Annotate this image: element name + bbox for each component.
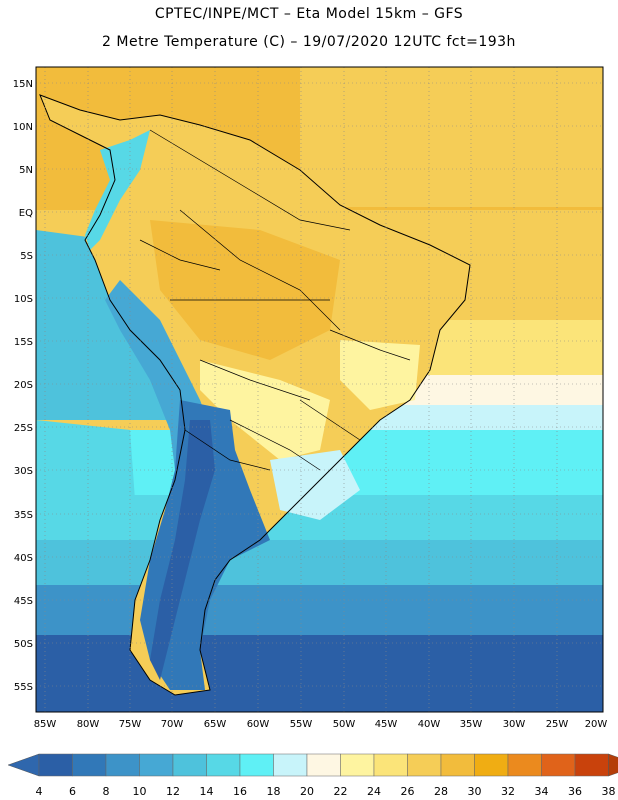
longitude-labels: 85W 80W 75W 70W 65W 60W 55W 50W 45W 40W … xyxy=(34,719,608,730)
colorbar-label: 14 xyxy=(200,785,214,798)
colorbar-label: 28 xyxy=(434,785,448,798)
lon-label: 80W xyxy=(77,719,100,730)
colorbar-labels: 4 6 8 10 12 14 16 18 20 22 24 26 28 30 32 34 36 38 xyxy=(36,785,616,798)
colorbar-label: 32 xyxy=(501,785,515,798)
colorbar-label: 4 xyxy=(36,785,43,798)
lon-label: 50W xyxy=(333,719,356,730)
temperature-colorbar: 4 6 8 10 12 14 16 18 20 22 24 26 28 30 32 34 36 38 xyxy=(7,753,618,798)
colorbar-swatch xyxy=(239,753,274,777)
lon-label: 55W xyxy=(290,719,313,730)
colorbar-swatch xyxy=(474,753,509,777)
colorbar-label: 30 xyxy=(468,785,482,798)
temperature-field xyxy=(36,67,603,712)
colorbar-label: 34 xyxy=(535,785,549,798)
colorbar-swatch xyxy=(373,753,408,777)
colorbar-swatch xyxy=(105,753,140,777)
lon-label: 30W xyxy=(503,719,526,730)
lon-label: 20W xyxy=(585,719,608,730)
colorbar-swatch xyxy=(273,753,308,777)
colorbar-swatch xyxy=(306,753,341,777)
lon-label: 25W xyxy=(546,719,569,730)
colorbar-label: 8 xyxy=(103,785,110,798)
graticule xyxy=(36,67,603,712)
map-title-line2: 2 Metre Temperature (C) – 19/07/2020 12U… xyxy=(102,34,516,50)
colorbar-arrow-left xyxy=(7,753,40,777)
lon-label: 75W xyxy=(119,719,142,730)
lat-label: 25S xyxy=(14,423,33,434)
lat-label: 10S xyxy=(14,294,33,305)
map-title-line1: CPTEC/INPE/MCT – Eta Model 15km – GFS xyxy=(154,6,464,22)
colorbar-label: 16 xyxy=(233,785,247,798)
lat-label: 55S xyxy=(14,682,33,693)
lon-label: 85W xyxy=(34,719,57,730)
temperature-map: 15N 10N 5N EQ 5S 10S 15S 20S 25S 30S 35S… xyxy=(13,66,608,730)
colorbar-label: 36 xyxy=(568,785,582,798)
latitude-labels: 15N 10N 5N EQ 5S 10S 15S 20S 25S 30S 35S… xyxy=(13,79,33,693)
colorbar-swatch xyxy=(340,753,375,777)
colorbar-swatch xyxy=(407,753,442,777)
colorbar-swatch xyxy=(206,753,241,777)
colorbar-label: 24 xyxy=(367,785,381,798)
colorbar-arrow-right xyxy=(608,753,618,777)
lon-label: 60W xyxy=(247,719,270,730)
colorbar-label: 18 xyxy=(267,785,281,798)
colorbar-swatch xyxy=(507,753,542,777)
colorbar-label: 22 xyxy=(334,785,348,798)
lat-label: 40S xyxy=(14,553,33,564)
lat-label: 30S xyxy=(14,466,33,477)
colorbar-label: 10 xyxy=(133,785,147,798)
colorbar-swatch xyxy=(541,753,576,777)
colorbar-swatch xyxy=(139,753,174,777)
colorbar-swatches xyxy=(7,753,618,777)
map-frame xyxy=(35,66,604,713)
lon-label: 35W xyxy=(460,719,483,730)
lat-label: 20S xyxy=(14,380,33,391)
lat-label: EQ xyxy=(19,208,33,219)
lat-label: 50S xyxy=(14,639,33,650)
colorbar-label: 26 xyxy=(401,785,415,798)
colorbar-label: 20 xyxy=(300,785,314,798)
lon-label: 65W xyxy=(204,719,227,730)
colorbar-swatch xyxy=(72,753,107,777)
lon-label: 70W xyxy=(161,719,184,730)
lat-label: 45S xyxy=(14,596,33,607)
lat-label: 10N xyxy=(13,122,33,133)
colorbar-swatch xyxy=(574,753,609,777)
lat-label: 15N xyxy=(13,79,33,90)
colorbar-swatch xyxy=(38,753,73,777)
colorbar-label: 12 xyxy=(166,785,180,798)
lon-label: 40W xyxy=(418,719,441,730)
lat-label: 5N xyxy=(19,165,33,176)
colorbar-label: 6 xyxy=(69,785,76,798)
colorbar-label: 38 xyxy=(602,785,616,798)
colorbar-swatch xyxy=(172,753,207,777)
lat-label: 35S xyxy=(14,510,33,521)
lon-label: 45W xyxy=(375,719,398,730)
lat-label: 5S xyxy=(20,251,33,262)
colorbar-swatch xyxy=(440,753,475,777)
lat-label: 15S xyxy=(14,337,33,348)
